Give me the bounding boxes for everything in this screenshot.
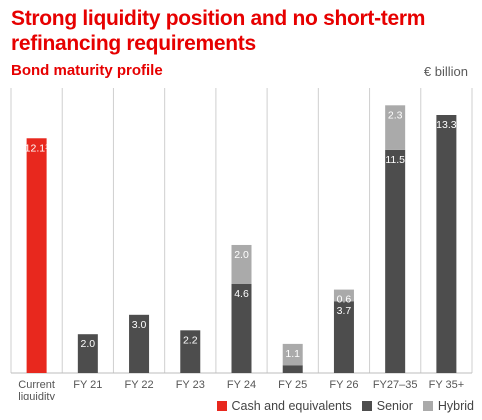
data-label: 2.0 xyxy=(81,338,96,350)
bar-senior xyxy=(333,301,354,373)
x-tick-label: liquidity xyxy=(18,391,55,400)
bar-senior xyxy=(282,365,303,373)
data-label: 12.1¹ xyxy=(25,142,49,154)
data-label: 2.3 xyxy=(388,109,403,121)
bar-senior xyxy=(180,330,201,373)
unit-label: € billion xyxy=(423,64,468,79)
legend-item: Hybrid xyxy=(422,399,474,413)
legend-label: Senior xyxy=(376,399,413,413)
legend-swatch xyxy=(361,401,372,411)
bar-senior xyxy=(77,334,98,373)
data-label: 2.2 xyxy=(183,334,198,346)
x-tick-label: FY 26 xyxy=(329,379,358,391)
x-tick-label: FY 25 xyxy=(278,379,307,391)
x-tick-label: FY 35+ xyxy=(429,379,465,391)
bar-hybrid xyxy=(333,289,354,302)
bar-hybrid xyxy=(385,105,406,150)
data-label: 11.5 xyxy=(385,154,405,166)
bar-hybrid xyxy=(231,244,252,284)
bar-hybrid xyxy=(282,343,303,366)
legend-label: Cash and equivalents xyxy=(231,399,352,413)
bond-maturity-chart: 12.1¹ 2.0 3.0 2.2 4.6 2.0 1.1 3.70.6 11.5 2.3 13.3… xyxy=(10,88,473,400)
legend-label: Hybrid xyxy=(437,399,474,413)
bar-senior xyxy=(436,115,457,373)
legend-swatch xyxy=(216,401,227,411)
x-tick-label: FY 22 xyxy=(124,379,153,391)
data-label: 13.3 xyxy=(436,119,457,131)
x-tick-label: FY 24 xyxy=(227,379,256,391)
legend-swatch xyxy=(422,401,433,411)
chart-subtitle: Bond maturity profile xyxy=(11,62,163,79)
x-tick-label: Current xyxy=(18,379,55,391)
chart-title: Strong liquidity position and no short-t… xyxy=(11,7,426,55)
data-label: 2.0 xyxy=(234,249,249,261)
bar-senior xyxy=(231,283,252,373)
data-label: 3.7 xyxy=(337,305,352,317)
bar-cash-and-equivalents xyxy=(26,138,47,373)
data-label: 1.1 xyxy=(285,348,300,360)
legend-item: Cash and equivalents xyxy=(216,399,352,413)
bar-senior xyxy=(129,314,150,373)
data-label: 4.6 xyxy=(234,288,249,300)
data-label: 0.6 xyxy=(337,294,352,306)
legend-item: Senior xyxy=(361,399,413,413)
chart-legend: Cash and equivalents Senior Hybrid xyxy=(207,399,474,413)
x-tick-label: FY27–35 xyxy=(373,379,418,391)
x-tick-label: FY 23 xyxy=(176,379,205,391)
bar-senior xyxy=(385,149,406,373)
data-label: 3.0 xyxy=(132,319,147,331)
x-tick-label: FY 21 xyxy=(73,379,102,391)
